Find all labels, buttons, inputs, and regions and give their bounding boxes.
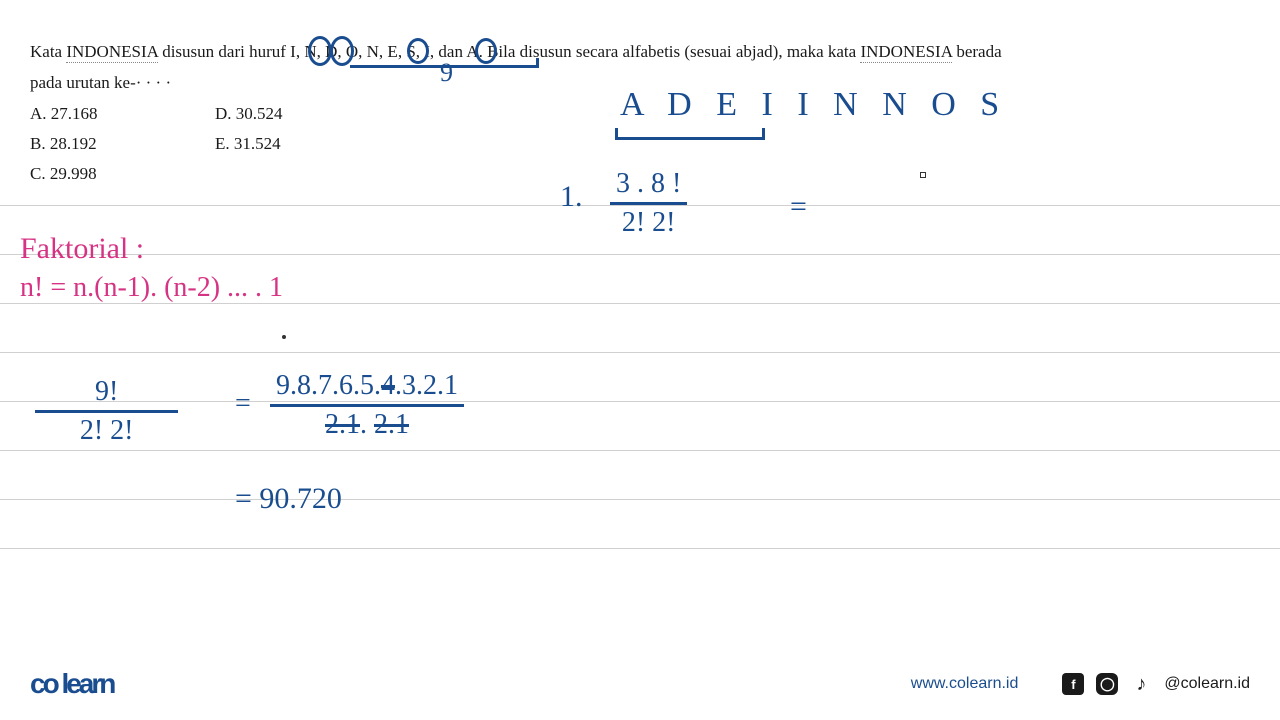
option-b: B. 28.192 <box>30 134 97 154</box>
step1-fraction: 3 . 8 ! 2! 2! <box>610 168 687 239</box>
footer-link[interactable]: www.colearn.id <box>911 675 1019 693</box>
circle-annotation <box>407 38 429 64</box>
result: = 90.720 <box>235 482 342 516</box>
notebook-line <box>0 254 1280 255</box>
notebook-line <box>0 352 1280 353</box>
facebook-icon[interactable]: f <box>1062 673 1084 695</box>
notebook-line <box>0 401 1280 402</box>
option-a: A. 27.168 <box>30 104 98 124</box>
rhs1-fraction: 9.8.7.6.5.4.3.2.1 2.1. 2.1 <box>270 370 464 441</box>
logo: co learn <box>30 668 113 700</box>
notebook-line <box>0 450 1280 451</box>
social-handle: @colearn.id <box>1164 675 1250 693</box>
equals-1: = <box>790 190 807 224</box>
circle-annotation <box>475 38 497 64</box>
bracket-end <box>536 58 539 68</box>
option-d: D. 30.524 <box>215 104 283 124</box>
dot-artifact <box>282 335 286 339</box>
footer: co learn www.colearn.id f ◯ ♪ @colearn.i… <box>0 668 1280 700</box>
notebook-line <box>0 499 1280 500</box>
instagram-icon[interactable]: ◯ <box>1096 673 1118 695</box>
question-line-2: pada urutan ke-· · · · <box>30 73 171 93</box>
sorted-letters: A D E I I N N O S <box>620 86 1007 124</box>
lhs-fraction: 9! 2! 2! <box>35 376 178 447</box>
letter-bracket <box>615 128 765 140</box>
notebook-line <box>0 548 1280 549</box>
small-square <box>920 172 926 178</box>
option-c: C. 29.998 <box>30 164 97 184</box>
circle-annotation <box>308 36 332 66</box>
option-e: E. 31.524 <box>215 134 281 154</box>
question-line-1: Kata INDONESIA disusun dari huruf I, N, … <box>30 42 1002 62</box>
factorial-title: Faktorial : <box>20 232 144 266</box>
tiktok-icon[interactable]: ♪ <box>1130 673 1152 695</box>
circle-annotation <box>330 36 354 66</box>
step1-label: 1. <box>560 180 583 214</box>
factorial-definition: n! = n.(n-1). (n-2) ... . 1 <box>20 272 283 304</box>
nine-annotation: 9 <box>440 58 453 88</box>
equals-2: = <box>235 388 251 420</box>
